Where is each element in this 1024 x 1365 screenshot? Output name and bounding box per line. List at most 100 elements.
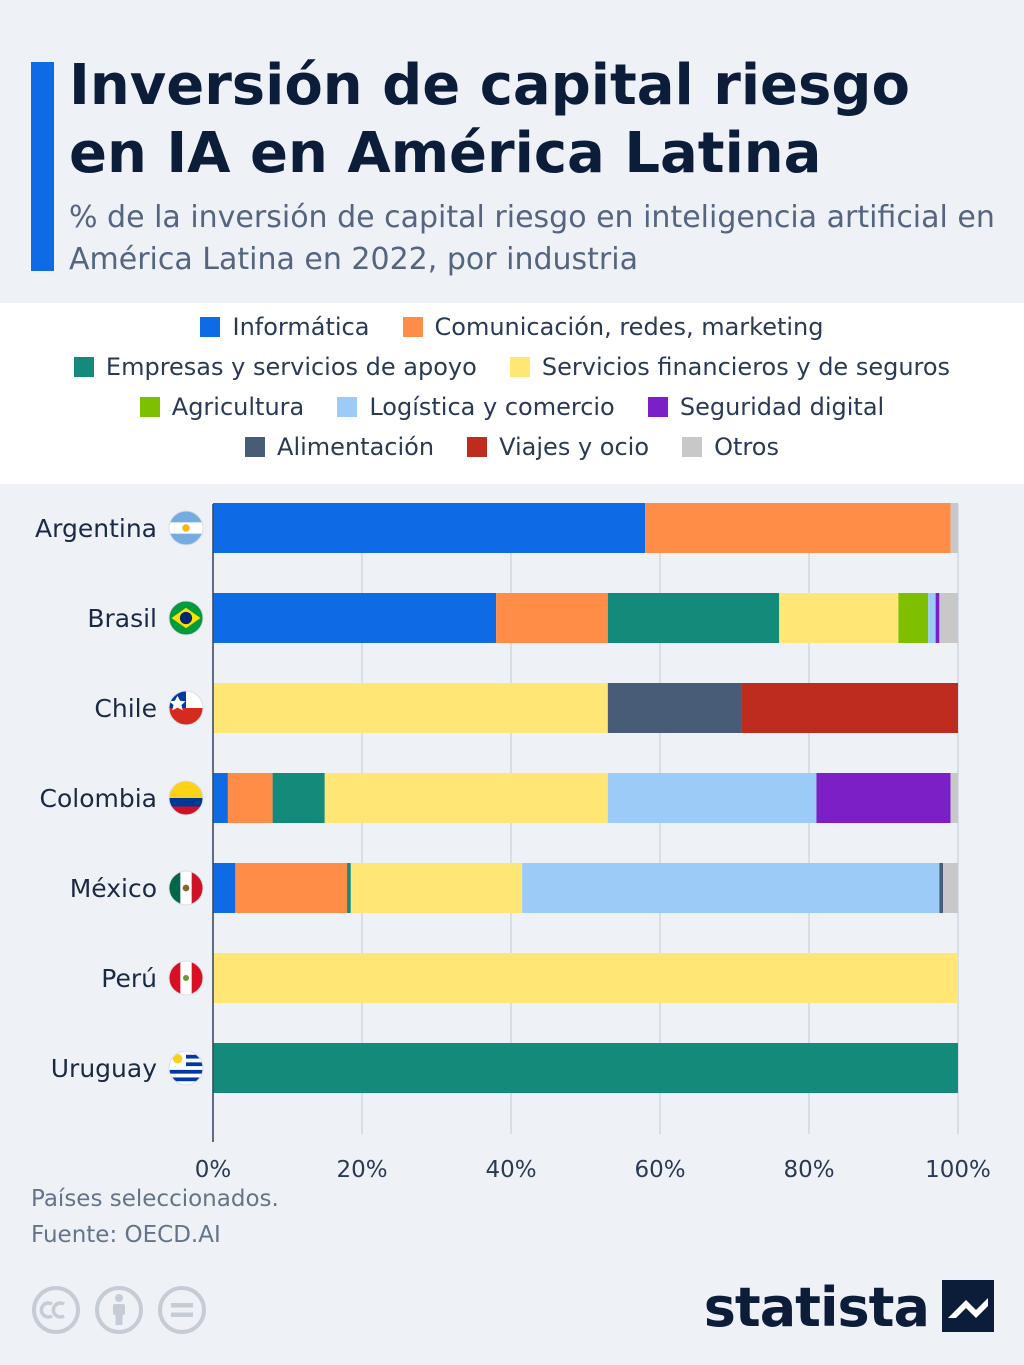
bar-segment [213, 683, 608, 733]
statista-mark-icon [942, 1279, 994, 1336]
argentina-flag-icon [168, 510, 204, 546]
colombia-flag-icon [168, 780, 204, 816]
legend-label-empresas: Empresas y servicios de apoyo [105, 353, 477, 381]
legend-row-1: Informática Comunicación, redes, marketi… [0, 313, 1024, 353]
legend-label-seguridad-digital: Seguridad digital [679, 393, 885, 421]
bar-segment [213, 863, 236, 913]
bar-segment [213, 773, 228, 823]
license-icons [31, 1285, 211, 1335]
x-tick-label: 20% [336, 1157, 387, 1183]
legend-label-agricultura: Agricultura [171, 393, 305, 421]
bar-segment [522, 863, 940, 913]
footer-note: Países seleccionados. [31, 1186, 279, 1212]
category-label: Brasil [87, 604, 157, 633]
footer-source: Fuente: OECD.AI [31, 1222, 221, 1248]
bar-segment [227, 773, 273, 823]
x-tick-label: 40% [485, 1157, 536, 1183]
legend-item-otros: Otros [682, 433, 779, 461]
bar-segment [272, 773, 325, 823]
legend-label-informatica: Informática [232, 313, 370, 341]
bar-segment [939, 863, 944, 913]
bar-segment [939, 593, 958, 643]
legend-label-logistica: Logística y comercio [369, 393, 615, 421]
bar-segment [607, 683, 742, 733]
legend-swatch-alimentacion [245, 437, 266, 457]
category-label: Argentina [35, 514, 157, 543]
bar-segment [324, 773, 608, 823]
legend-swatch-empresas [73, 357, 94, 377]
bar-segment [779, 593, 899, 643]
legend-item-viajes: Viajes y ocio [467, 433, 649, 461]
brand-wordmark: statista [703, 1276, 930, 1339]
no-derivatives-icon [158, 1286, 206, 1334]
legend-row-3: Agricultura Logística y comercio Segurid… [0, 393, 1024, 433]
legend-swatch-seguridad-digital [647, 397, 668, 417]
legend-swatch-comunicacion [402, 317, 423, 337]
chart-area: 0% 20% 40% 60% 80% 100% Argentina Brasil Chile Co… [0, 484, 1024, 1204]
x-tick-label: 100% [925, 1157, 991, 1183]
x-tick-label: 0% [195, 1157, 232, 1183]
bar-segment [816, 773, 951, 823]
legend-label-comunicacion: Comunicación, redes, marketing [434, 313, 824, 341]
category-label: Uruguay [51, 1054, 157, 1083]
title-accent-bar [31, 62, 54, 271]
bar-segment [607, 593, 780, 643]
bar-segment [213, 593, 497, 643]
legend-label-alimentacion: Alimentación [277, 433, 435, 461]
bar-segment [607, 773, 817, 823]
category-label: Chile [94, 694, 157, 723]
legend: Informática Comunicación, redes, marketi… [0, 303, 1024, 484]
bar-segment [741, 683, 958, 733]
legend-item-informatica: Informática [200, 313, 369, 341]
x-tick-label: 60% [634, 1157, 685, 1183]
bar-segment [213, 503, 646, 553]
legend-row-2: Empresas y servicios de apoyo Servicios … [0, 353, 1024, 393]
bar-segment [898, 593, 929, 643]
legend-item-servicios-financieros: Servicios financieros y de seguros [509, 353, 951, 381]
attribution-icon [95, 1286, 143, 1334]
bar-segment [213, 953, 958, 1003]
mexico-flag-icon [168, 870, 204, 906]
legend-label-servicios-financieros: Servicios financieros y de seguros [541, 353, 951, 381]
category-label: México [70, 874, 157, 903]
bar-segment [213, 1043, 958, 1093]
legend-swatch-servicios-financieros [509, 357, 530, 377]
category-label: Colombia [40, 784, 157, 813]
chile-flag-icon [168, 690, 204, 726]
x-tick-label: 80% [783, 1157, 834, 1183]
category-label: Perú [101, 964, 157, 993]
header: Inversión de capital riesgo en IA en Amé… [0, 0, 1024, 303]
legend-item-empresas: Empresas y servicios de apoyo [73, 353, 477, 381]
uruguay-flag-icon [168, 1050, 204, 1086]
bar-segment [645, 503, 951, 553]
chart-title: Inversión de capital riesgo en IA en Amé… [69, 53, 910, 186]
legend-item-alimentacion: Alimentación [245, 433, 434, 461]
legend-swatch-logistica [337, 397, 358, 417]
legend-swatch-otros [682, 437, 703, 457]
legend-swatch-agricultura [139, 397, 160, 417]
stacked-bar-chart: 0% 20% 40% 60% 80% 100% Argentina Brasil Chile Co… [35, 503, 991, 1183]
bar-segment [347, 863, 351, 913]
bar-segment [235, 863, 348, 913]
bar-segment [935, 593, 940, 643]
chart-subtitle: % de la inversión de capital riesgo en i… [69, 200, 995, 277]
bar-segment [943, 863, 958, 913]
legend-row-4: Alimentación Viajes y ocio Otros [0, 433, 1024, 473]
legend-label-otros: Otros [714, 433, 779, 461]
legend-item-logistica: Logística y comercio [337, 393, 615, 421]
legend-swatch-informatica [200, 317, 221, 337]
bar-segment [950, 503, 958, 553]
legend-item-comunicacion: Comunicación, redes, marketing [402, 313, 824, 341]
peru-flag-icon [168, 960, 204, 996]
legend-item-agricultura: Agricultura [139, 393, 305, 421]
bar-segment [350, 863, 523, 913]
brazil-flag-icon [168, 600, 204, 636]
bar-segment [950, 773, 958, 823]
statista-logo: statista [704, 1276, 994, 1340]
legend-label-viajes: Viajes y ocio [499, 433, 650, 461]
cc-icon [32, 1286, 80, 1334]
legend-item-seguridad-digital: Seguridad digital [647, 393, 885, 421]
legend-swatch-viajes [467, 437, 488, 457]
bar-segment [928, 593, 936, 643]
bar-segment [496, 593, 608, 643]
